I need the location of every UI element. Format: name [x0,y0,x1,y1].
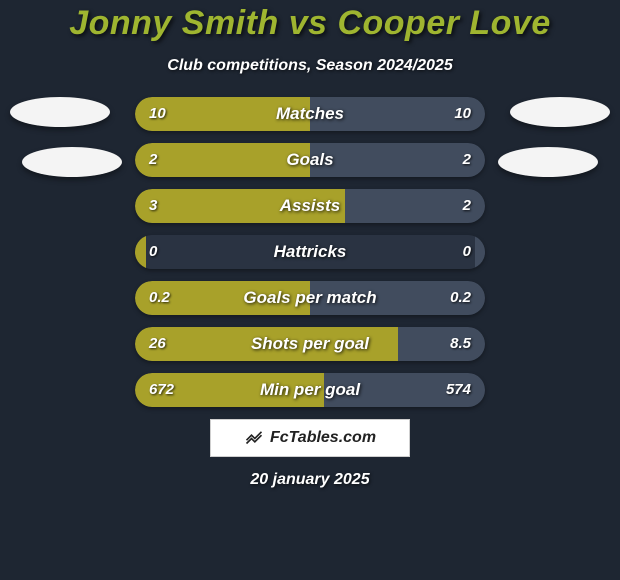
stat-value-right: 2 [463,189,471,223]
stat-fill-left [135,327,398,361]
page-title: Jonny Smith vs Cooper Love [0,4,620,43]
stat-fill-left [135,189,345,223]
comparison-card: Jonny Smith vs Cooper Love Club competit… [0,0,620,580]
player-left-photo-placeholder [22,147,122,177]
stat-value-left: 3 [149,189,157,223]
stat-value-right: 10 [454,97,471,131]
stat-row: 32Assists [135,189,485,223]
stat-fill-right [398,327,486,361]
player-left-photo-placeholder [10,97,110,127]
stat-value-right: 8.5 [450,327,471,361]
stat-value-left: 672 [149,373,174,407]
stat-value-left: 0.2 [149,281,170,315]
stat-value-left: 2 [149,143,157,177]
stat-row: 672574Min per goal [135,373,485,407]
stat-value-right: 0.2 [450,281,471,315]
stat-fill-left [135,235,146,269]
stat-value-right: 2 [463,143,471,177]
stat-value-left: 10 [149,97,166,131]
stat-row: 1010Matches [135,97,485,131]
player-right-photo-placeholder [510,97,610,127]
stat-fill-right [310,143,485,177]
stat-value-left: 0 [149,235,157,269]
branding-label: FcTables.com [270,429,376,447]
vs-separator: vs [289,4,328,42]
subtitle: Club competitions, Season 2024/2025 [0,57,620,75]
chart-icon [244,426,264,451]
stat-value-right: 574 [446,373,471,407]
branding-badge[interactable]: FcTables.com [210,419,410,457]
player-left-name: Jonny Smith [69,4,279,42]
stat-value-right: 0 [463,235,471,269]
stat-row: 00Hattricks [135,235,485,269]
stat-bars: 1010Matches22Goals32Assists00Hattricks0.… [135,97,485,407]
player-right-photo-placeholder [498,147,598,177]
stat-row: 0.20.2Goals per match [135,281,485,315]
player-right-name: Cooper Love [337,4,550,42]
snapshot-date: 20 january 2025 [0,471,620,489]
stat-value-left: 26 [149,327,166,361]
stat-row: 22Goals [135,143,485,177]
comparison-arena: 1010Matches22Goals32Assists00Hattricks0.… [0,97,620,407]
stat-fill-left [135,143,310,177]
stat-row: 268.5Shots per goal [135,327,485,361]
stat-fill-right [475,235,486,269]
